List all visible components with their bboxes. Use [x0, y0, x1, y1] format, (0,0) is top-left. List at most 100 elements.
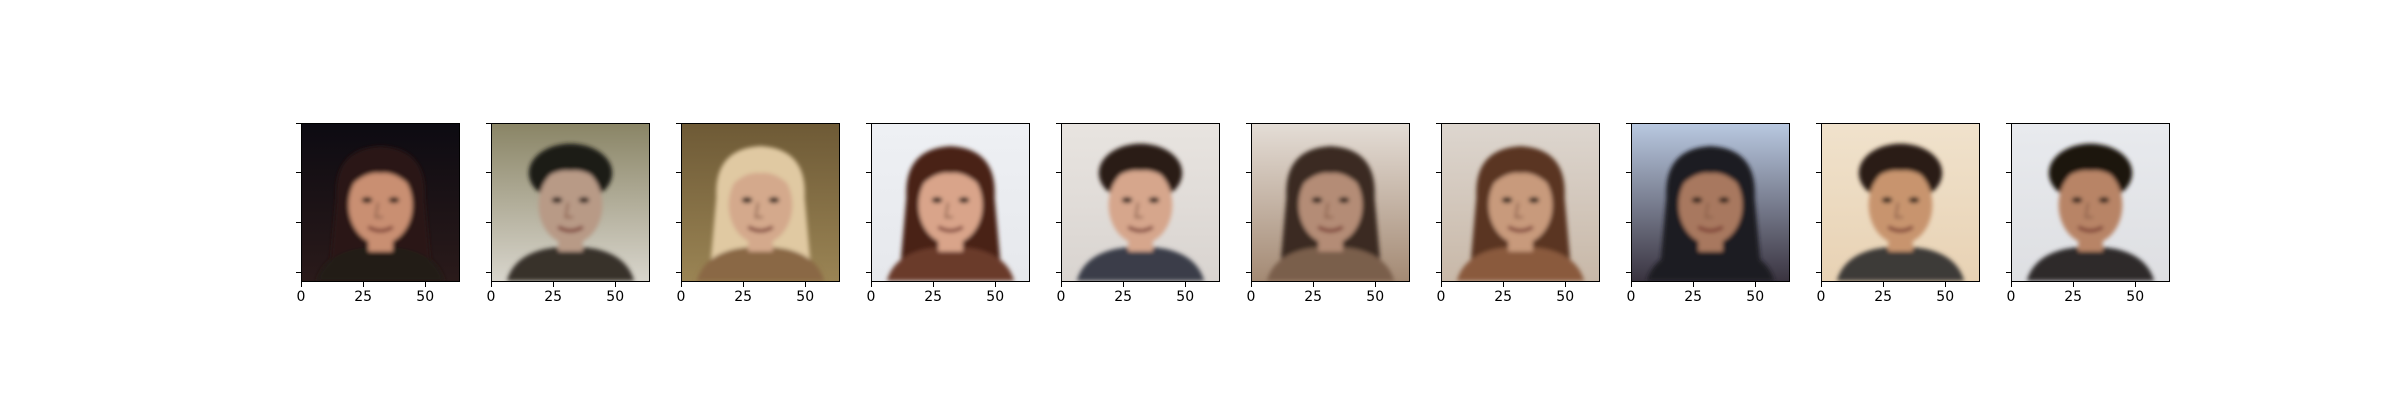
y-tick [296, 271, 301, 273]
x-tick [994, 282, 996, 287]
y-tick [486, 271, 491, 273]
x-tick-label: 0 [296, 289, 306, 305]
x-tick-label: 50 [986, 289, 1005, 305]
x-tick-label: 0 [2006, 289, 2016, 305]
y-tick [1816, 172, 1821, 174]
x-tick [362, 282, 364, 287]
x-tick-label: 0 [676, 289, 686, 305]
y-tick [1246, 122, 1251, 124]
x-tick-label: 50 [1366, 289, 1385, 305]
image-frame [681, 123, 840, 282]
x-tick-label: 25 [2064, 289, 2083, 305]
y-tick [1626, 122, 1631, 124]
x-tick-label: 50 [1746, 289, 1765, 305]
x-tick [1060, 282, 1062, 287]
face-image [1632, 124, 1789, 281]
x-tick [1440, 282, 1442, 287]
y-tick [1436, 122, 1441, 124]
image-frame [1441, 123, 1600, 282]
x-tick-label: 25 [1114, 289, 1133, 305]
face-image [1062, 124, 1219, 281]
x-tick [1122, 282, 1124, 287]
x-tick-label: 50 [2126, 289, 2145, 305]
x-tick-label: 50 [796, 289, 815, 305]
x-tick [2134, 282, 2136, 287]
x-tick [1882, 282, 1884, 287]
x-tick-label: 25 [924, 289, 943, 305]
x-tick-label: 0 [1626, 289, 1636, 305]
x-tick [1184, 282, 1186, 287]
x-tick-label: 25 [1304, 289, 1323, 305]
y-tick [1056, 122, 1061, 124]
y-tick [1056, 221, 1061, 223]
x-tick-label: 0 [1436, 289, 1446, 305]
x-tick [300, 282, 302, 287]
x-tick-label: 50 [1176, 289, 1195, 305]
face-image [872, 124, 1029, 281]
y-tick [866, 122, 871, 124]
y-tick [1816, 221, 1821, 223]
x-tick [1250, 282, 1252, 287]
y-tick [1246, 221, 1251, 223]
x-tick-label: 0 [486, 289, 496, 305]
x-tick [1630, 282, 1632, 287]
x-tick [1502, 282, 1504, 287]
x-tick [2072, 282, 2074, 287]
x-tick [870, 282, 872, 287]
y-tick [1626, 271, 1631, 273]
y-tick [1246, 271, 1251, 273]
x-tick [1944, 282, 1946, 287]
x-tick [1312, 282, 1314, 287]
x-tick [614, 282, 616, 287]
y-tick [1626, 221, 1631, 223]
y-tick [676, 271, 681, 273]
y-tick [1436, 221, 1441, 223]
y-tick [1626, 172, 1631, 174]
x-tick [804, 282, 806, 287]
x-tick [1820, 282, 1822, 287]
x-tick-label: 0 [1056, 289, 1066, 305]
x-tick-label: 50 [416, 289, 435, 305]
face-image [1252, 124, 1409, 281]
image-frame [871, 123, 1030, 282]
y-tick [676, 221, 681, 223]
x-tick [1754, 282, 1756, 287]
y-tick [866, 271, 871, 273]
x-tick [490, 282, 492, 287]
y-tick [2006, 122, 2011, 124]
face-image [302, 124, 459, 281]
x-tick [552, 282, 554, 287]
y-tick [1436, 172, 1441, 174]
y-tick [486, 122, 491, 124]
x-tick-label: 25 [1684, 289, 1703, 305]
face-image [492, 124, 649, 281]
image-frame [491, 123, 650, 282]
y-tick [486, 221, 491, 223]
image-frame [1821, 123, 1980, 282]
x-tick [1692, 282, 1694, 287]
x-tick [424, 282, 426, 287]
y-tick [2006, 172, 2011, 174]
y-tick [296, 221, 301, 223]
y-tick [1056, 271, 1061, 273]
y-tick [866, 172, 871, 174]
x-tick-label: 50 [1556, 289, 1575, 305]
image-frame [1061, 123, 1220, 282]
image-frame [1251, 123, 1410, 282]
x-tick-label: 0 [1816, 289, 1826, 305]
x-tick [1564, 282, 1566, 287]
y-tick [2006, 221, 2011, 223]
y-tick [2006, 271, 2011, 273]
y-tick [1436, 271, 1441, 273]
x-tick-label: 25 [734, 289, 753, 305]
x-tick-label: 0 [1246, 289, 1256, 305]
image-frame [2011, 123, 2170, 282]
y-tick [1246, 172, 1251, 174]
y-tick [1056, 172, 1061, 174]
x-tick-label: 25 [1494, 289, 1513, 305]
x-tick [932, 282, 934, 287]
y-tick [296, 172, 301, 174]
face-image [2012, 124, 2169, 281]
y-tick [296, 122, 301, 124]
